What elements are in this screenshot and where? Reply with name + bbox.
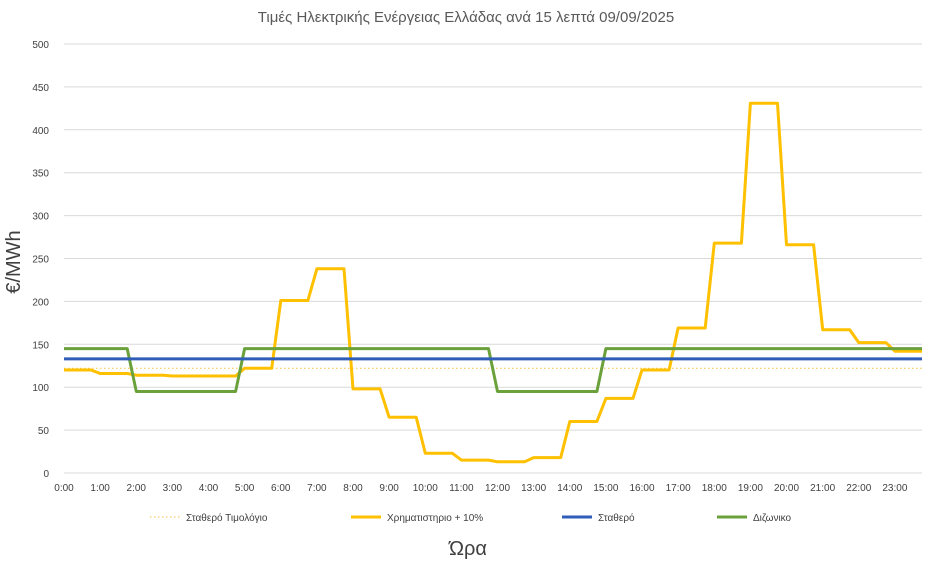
x-tick-label: 13:00 <box>521 483 546 494</box>
x-tick-label: 6:00 <box>271 483 291 494</box>
y-tick-label: 450 <box>32 83 49 94</box>
x-axis-ticks: 0:00 1:00 2:00 3:00 4:00 5:00 6:00 7:00 8:00 9:00… <box>54 483 908 494</box>
y-axis-title: €/MWh <box>3 230 25 293</box>
x-tick-label: 21:00 <box>810 483 835 494</box>
legend-label-1: Χρηματιστηριο + 10% <box>387 513 483 524</box>
y-tick-label: 500 <box>32 40 49 51</box>
legend-label-2: Σταθερό <box>598 512 635 524</box>
x-tick-label: 17:00 <box>666 483 691 494</box>
x-tick-label: 8:00 <box>343 483 363 494</box>
x-tick-label: 4:00 <box>199 483 219 494</box>
legend-label-0: Σταθερό Τιμολόγιο <box>186 512 268 524</box>
series-line-3 <box>64 347 922 393</box>
x-tick-label: 3:00 <box>163 483 183 494</box>
series-line-1 <box>64 101 922 464</box>
y-tick-label: 200 <box>32 297 49 308</box>
x-tick-label: 20:00 <box>774 483 799 494</box>
x-tick-label: 16:00 <box>630 483 655 494</box>
y-tick-label: 250 <box>32 255 49 266</box>
x-tick-label: 11:00 <box>449 483 474 494</box>
x-tick-label: 12:00 <box>485 483 510 494</box>
y-axis-ticks: 0 50 100 150 200 250 300 350 400 450 500 <box>32 40 49 480</box>
x-tick-label: 23:00 <box>882 483 907 494</box>
y-tick-label: 350 <box>32 169 49 180</box>
legend-label-3: Διζωνικο <box>753 513 792 524</box>
x-tick-label: 5:00 <box>235 483 255 494</box>
x-tick-label: 14:00 <box>557 483 582 494</box>
x-tick-label: 1:00 <box>90 483 110 494</box>
legend: Σταθερό Τιμολόγιο Χρηματιστηριο + 10% Σταθ… <box>150 512 792 524</box>
y-tick-label: 150 <box>32 340 49 351</box>
chart-title: Τιμές Ηλεκτρικής Ενέργειας Ελλάδας ανά 1… <box>258 9 674 26</box>
series-lines <box>64 101 922 464</box>
y-tick-label: 400 <box>32 126 49 137</box>
x-tick-label: 15:00 <box>593 483 618 494</box>
y-tick-label: 0 <box>43 469 49 480</box>
x-tick-label: 9:00 <box>379 483 399 494</box>
x-tick-label: 7:00 <box>307 483 327 494</box>
y-tick-label: 100 <box>32 383 49 394</box>
x-tick-label: 0:00 <box>54 483 74 494</box>
x-tick-label: 18:00 <box>702 483 727 494</box>
y-tick-label: 50 <box>38 426 50 437</box>
x-axis-title: Ώρα <box>448 538 487 560</box>
x-tick-label: 2:00 <box>127 483 147 494</box>
gridlines <box>64 43 922 474</box>
x-tick-label: 22:00 <box>846 483 871 494</box>
y-tick-label: 300 <box>32 212 49 223</box>
x-tick-label: 10:00 <box>413 483 438 494</box>
x-tick-label: 19:00 <box>738 483 763 494</box>
